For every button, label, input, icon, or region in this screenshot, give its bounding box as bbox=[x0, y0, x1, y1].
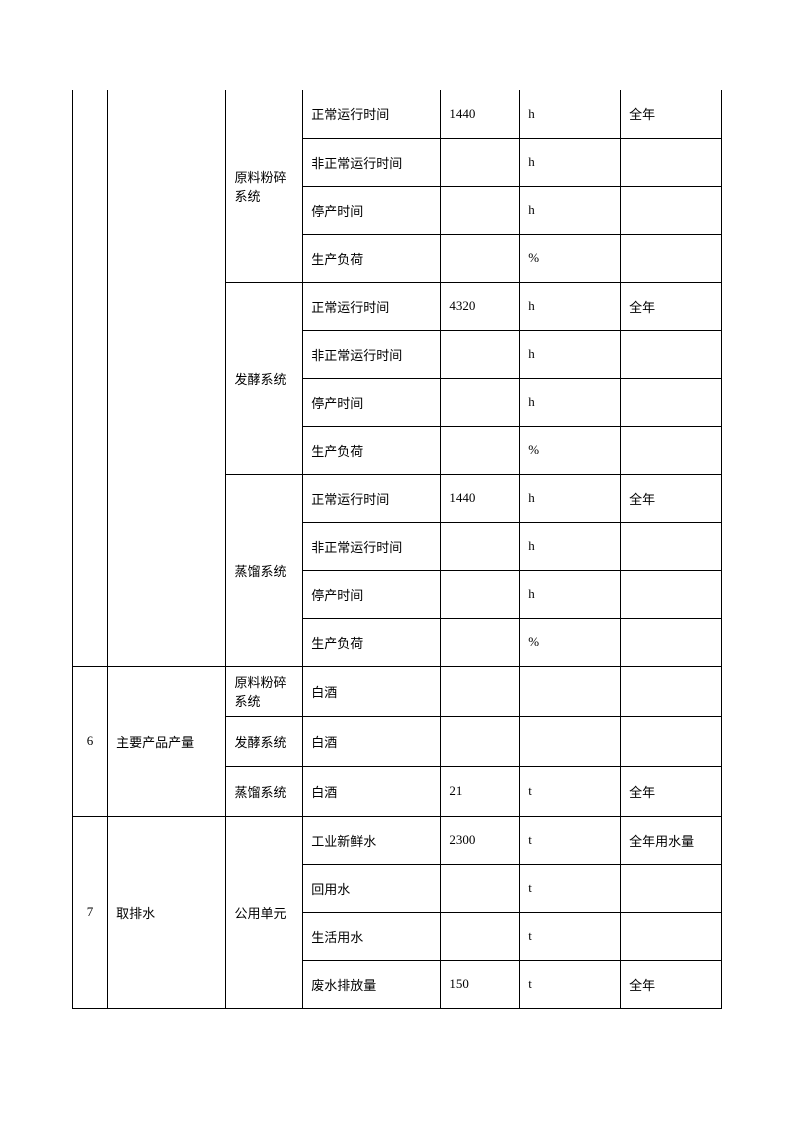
system-label: 蒸馏系统 bbox=[226, 474, 303, 666]
metric-cell: 生产负荷 bbox=[303, 618, 441, 666]
unit-cell: t bbox=[520, 864, 621, 912]
metric-cell: 生产负荷 bbox=[303, 426, 441, 474]
value-cell bbox=[441, 666, 520, 716]
value-cell bbox=[441, 426, 520, 474]
table-row: 6主要产品产量原料粉碎系统白酒 bbox=[73, 666, 722, 716]
system-label: 发酵系统 bbox=[226, 282, 303, 474]
note-cell bbox=[621, 570, 722, 618]
note-cell: 全年 bbox=[621, 960, 722, 1008]
value-cell: 150 bbox=[441, 960, 520, 1008]
metric-cell: 停产时间 bbox=[303, 378, 441, 426]
metric-cell: 非正常运行时间 bbox=[303, 330, 441, 378]
unit-cell: h bbox=[520, 522, 621, 570]
metric-cell: 正常运行时间 bbox=[303, 282, 441, 330]
unit-cell bbox=[520, 716, 621, 766]
metric-cell: 废水排放量 bbox=[303, 960, 441, 1008]
metric-cell: 生活用水 bbox=[303, 912, 441, 960]
metric-cell: 非正常运行时间 bbox=[303, 138, 441, 186]
value-cell: 21 bbox=[441, 766, 520, 816]
metric-cell: 停产时间 bbox=[303, 570, 441, 618]
unit-cell: h bbox=[520, 330, 621, 378]
unit-cell: t bbox=[520, 960, 621, 1008]
note-cell bbox=[621, 666, 722, 716]
metric-cell: 停产时间 bbox=[303, 186, 441, 234]
unit-cell: h bbox=[520, 90, 621, 138]
unit-cell: h bbox=[520, 138, 621, 186]
section-label: 取排水 bbox=[108, 816, 226, 1008]
note-cell: 全年 bbox=[621, 766, 722, 816]
value-cell bbox=[441, 378, 520, 426]
value-cell bbox=[441, 912, 520, 960]
table-row: 原料粉碎系统正常运行时间1440h全年 bbox=[73, 90, 722, 138]
system-label: 蒸馏系统 bbox=[226, 766, 303, 816]
metric-cell: 生产负荷 bbox=[303, 234, 441, 282]
metric-cell: 正常运行时间 bbox=[303, 90, 441, 138]
value-cell bbox=[441, 186, 520, 234]
note-cell bbox=[621, 716, 722, 766]
note-cell: 全年用水量 bbox=[621, 816, 722, 864]
note-cell bbox=[621, 234, 722, 282]
section-id: 6 bbox=[73, 666, 108, 816]
value-cell: 2300 bbox=[441, 816, 520, 864]
value-cell bbox=[441, 618, 520, 666]
unit-cell: h bbox=[520, 570, 621, 618]
system-label: 原料粉碎系统 bbox=[226, 666, 303, 716]
note-cell bbox=[621, 186, 722, 234]
unit-cell: % bbox=[520, 426, 621, 474]
note-cell bbox=[621, 912, 722, 960]
metric-cell: 工业新鲜水 bbox=[303, 816, 441, 864]
unit-cell: h bbox=[520, 474, 621, 522]
value-cell bbox=[441, 234, 520, 282]
value-cell bbox=[441, 864, 520, 912]
system-label: 发酵系统 bbox=[226, 716, 303, 766]
value-cell: 4320 bbox=[441, 282, 520, 330]
system-label: 公用单元 bbox=[226, 816, 303, 1008]
unit-cell: h bbox=[520, 378, 621, 426]
note-cell bbox=[621, 330, 722, 378]
note-cell bbox=[621, 618, 722, 666]
note-cell bbox=[621, 864, 722, 912]
value-cell bbox=[441, 716, 520, 766]
table-row: 7取排水公用单元工业新鲜水2300t全年用水量 bbox=[73, 816, 722, 864]
value-cell bbox=[441, 330, 520, 378]
section-label: 主要产品产量 bbox=[108, 666, 226, 816]
unit-cell: % bbox=[520, 234, 621, 282]
unit-cell: t bbox=[520, 912, 621, 960]
unit-cell: h bbox=[520, 282, 621, 330]
value-cell: 1440 bbox=[441, 90, 520, 138]
metric-cell: 非正常运行时间 bbox=[303, 522, 441, 570]
value-cell bbox=[441, 138, 520, 186]
note-cell: 全年 bbox=[621, 474, 722, 522]
section-label bbox=[108, 90, 226, 666]
value-cell bbox=[441, 522, 520, 570]
unit-cell: t bbox=[520, 816, 621, 864]
unit-cell: h bbox=[520, 186, 621, 234]
note-cell bbox=[621, 426, 722, 474]
metric-cell: 回用水 bbox=[303, 864, 441, 912]
value-cell bbox=[441, 570, 520, 618]
metric-cell: 正常运行时间 bbox=[303, 474, 441, 522]
section-id bbox=[73, 90, 108, 666]
unit-cell bbox=[520, 666, 621, 716]
unit-cell: t bbox=[520, 766, 621, 816]
data-table: 原料粉碎系统正常运行时间1440h全年非正常运行时间h停产时间h生产负荷%发酵系… bbox=[72, 90, 722, 1009]
section-id: 7 bbox=[73, 816, 108, 1008]
system-label: 原料粉碎系统 bbox=[226, 90, 303, 282]
metric-cell: 白酒 bbox=[303, 716, 441, 766]
note-cell bbox=[621, 378, 722, 426]
note-cell bbox=[621, 522, 722, 570]
note-cell bbox=[621, 138, 722, 186]
unit-cell: % bbox=[520, 618, 621, 666]
metric-cell: 白酒 bbox=[303, 766, 441, 816]
note-cell: 全年 bbox=[621, 282, 722, 330]
note-cell: 全年 bbox=[621, 90, 722, 138]
metric-cell: 白酒 bbox=[303, 666, 441, 716]
value-cell: 1440 bbox=[441, 474, 520, 522]
